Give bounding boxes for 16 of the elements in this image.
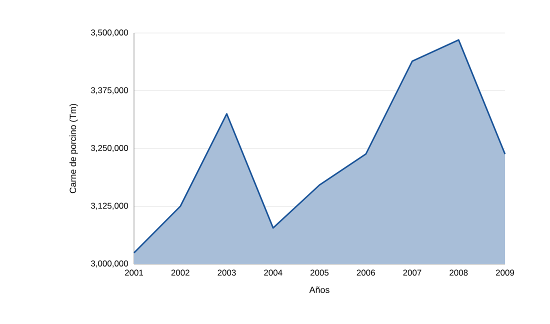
y-axis-title: Carne de porcino (Tm) (69, 104, 78, 194)
x-tick-label: 2007 (403, 270, 422, 276)
y-tick-label: 3,125,000 (91, 202, 128, 210)
x-tick-label: 2004 (264, 270, 282, 276)
y-tick-label: 3,000,000 (91, 260, 128, 268)
x-tick-label: 2008 (450, 270, 468, 276)
x-tick-label: 2005 (310, 270, 329, 276)
x-tick-label: 2009 (496, 270, 514, 276)
x-tick-label: 2002 (171, 270, 190, 276)
y-tick-label: 3,250,000 (91, 145, 128, 152)
x-tick-label: 2003 (218, 270, 236, 276)
y-tick-label: 3,500,000 (91, 30, 128, 36)
x-tick-label: 2001 (125, 270, 144, 276)
x-tick-label: 2006 (356, 270, 375, 276)
y-tick-label: 3,375,000 (91, 87, 128, 94)
x-axis-title: Años (309, 286, 330, 294)
